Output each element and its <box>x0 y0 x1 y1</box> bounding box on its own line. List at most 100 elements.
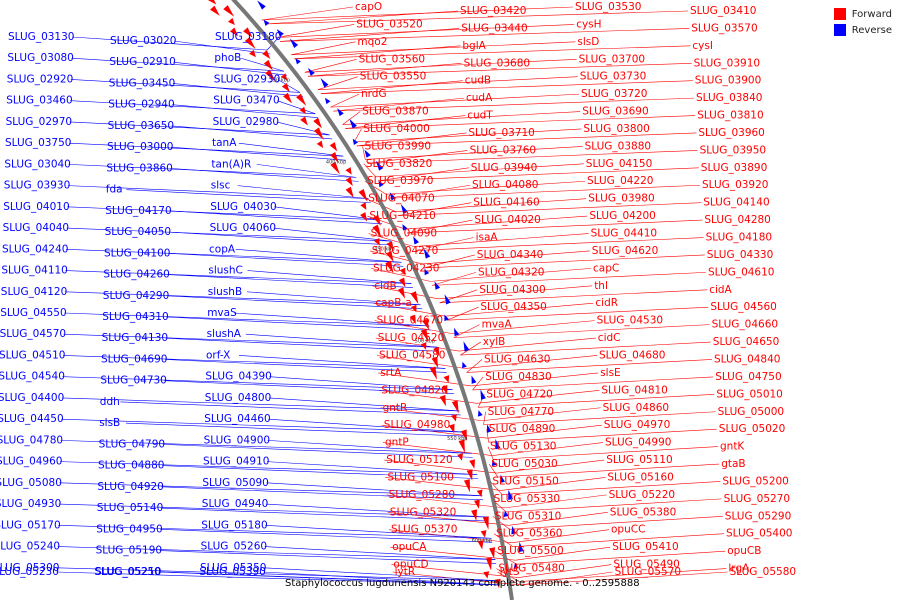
gene-label: SLUG_02910 <box>109 56 175 68</box>
gene-label: SLUG_05220 <box>609 489 675 501</box>
forward-feature-arrow <box>249 49 256 58</box>
leader-line <box>519 571 728 586</box>
gene-label: SLUG_05250 <box>94 566 160 578</box>
leader-line <box>276 121 330 136</box>
forward-feature-arrow <box>443 375 450 383</box>
leader-line <box>277 100 316 114</box>
gene-label: SLUG_04510 <box>0 349 65 361</box>
leader-line <box>460 341 711 356</box>
leader-line <box>59 482 483 497</box>
reverse-feature-arrow <box>352 138 359 146</box>
gene-label: SLUG_04630 <box>484 353 550 365</box>
gene-label: SLUG_02970 <box>6 116 72 128</box>
leader-line <box>294 45 691 60</box>
feature-arrows <box>207 0 524 589</box>
leader-line <box>385 477 502 491</box>
gene-label: SLUG_05240 <box>0 541 60 553</box>
leader-line <box>391 564 519 578</box>
gene-label: SLUG_05310 <box>495 510 561 522</box>
gene-label: SLUG_05570 <box>615 566 681 578</box>
gene-label: SLUG_03750 <box>5 137 71 149</box>
leader-line <box>247 270 412 284</box>
forward-feature-arrow <box>450 413 457 422</box>
gene-label: SLUG_04830 <box>485 371 551 383</box>
leader-line <box>356 132 467 147</box>
gene-label: SLUG_04060 <box>210 222 276 234</box>
gene-label: SLUG_04400 <box>0 392 64 404</box>
gene-label: SLUG_04290 <box>103 290 169 302</box>
reverse-feature-arrow <box>257 0 266 10</box>
gene-label: SLUG_05400 <box>726 528 792 540</box>
gene-label: opuCA <box>392 541 427 553</box>
gene-label: SLUG_05490 <box>613 559 679 571</box>
forward-feature-arrow <box>466 469 473 481</box>
leader-line <box>268 397 460 412</box>
leader-line <box>171 125 333 140</box>
forward-feature-arrow <box>457 453 463 461</box>
gene-label: SLUG_04090 <box>371 228 437 240</box>
leader-line <box>382 442 493 456</box>
forward-feature-arrow <box>244 37 256 49</box>
gene-label: opuCB <box>727 545 761 557</box>
gene-label: SLUG_04540 <box>0 371 65 383</box>
leader-line <box>276 24 575 38</box>
forward-feature-arrow <box>386 241 394 251</box>
gene-label: gntR <box>383 402 408 414</box>
leader-line <box>63 333 438 348</box>
gene-label: SLUG_04240 <box>2 243 68 255</box>
leader-line <box>406 219 703 234</box>
leader-line <box>56 571 500 586</box>
leader-line <box>167 274 414 288</box>
gene-label: slsB <box>99 417 120 429</box>
gene-label: SLUG_05360 <box>496 528 562 540</box>
leader-line <box>513 533 725 548</box>
leader-line <box>445 302 594 317</box>
reverse-feature-arrow <box>462 361 467 369</box>
leader-line <box>158 571 500 586</box>
gene-label: SLUG_05190 <box>96 545 162 557</box>
reverse-feature-arrow <box>444 314 449 322</box>
gene-label: SLUG_03130 <box>8 31 74 43</box>
gene-label: mvaS <box>207 307 237 319</box>
gene-label: SLUG_04940 <box>202 498 268 510</box>
gene-label: gntK <box>720 441 745 453</box>
leader-line <box>165 337 440 352</box>
leader-line <box>61 418 466 433</box>
gene-label: SLUG_05200 <box>722 475 788 487</box>
leader-line <box>466 359 713 373</box>
leader-line <box>466 359 483 373</box>
gene-label: orf-X <box>206 349 230 361</box>
leader-line <box>70 100 316 114</box>
leader-line <box>160 529 493 543</box>
leader-line <box>65 249 402 263</box>
leader-line <box>66 227 392 242</box>
leader-line <box>356 132 697 147</box>
forward-feature-arrow <box>489 547 496 559</box>
leader-line <box>65 270 412 284</box>
gene-label: SLUG_03700 <box>579 53 645 65</box>
gene-label: bglA <box>462 40 486 52</box>
gene-label: SLUG_04280 <box>704 214 770 226</box>
leader-line <box>488 428 717 443</box>
scale-ticks: 350 kbp 400 kbp 450 kbp 500 kbp 550 kbp 600 k… <box>270 77 492 544</box>
leader-line <box>378 167 469 182</box>
gene-label: SLUG_03970 <box>367 175 433 187</box>
gene-label: SLUG_04620 <box>592 245 658 257</box>
gene-label: SLUG_05100 <box>387 471 453 483</box>
leader-line <box>166 316 431 331</box>
scale-tick-label: 400 kbp <box>326 159 346 165</box>
reverse-feature-arrow <box>389 192 396 201</box>
gene-label: SLUG_04920 <box>97 481 163 493</box>
leader-line <box>62 355 446 369</box>
reverse-feature-arrow <box>444 294 451 305</box>
gene-label: SLUG_04840 <box>714 353 780 365</box>
leader-line <box>172 104 318 118</box>
leader-line <box>478 394 715 408</box>
leader-line <box>246 291 421 306</box>
leader-line <box>476 390 600 404</box>
gene-label: lytS <box>500 566 520 578</box>
gene-label: SLUG_03730 <box>580 71 646 83</box>
forward-feature-arrow <box>448 423 455 434</box>
leader-line <box>265 10 689 25</box>
gene-label: gtaB <box>721 458 745 470</box>
